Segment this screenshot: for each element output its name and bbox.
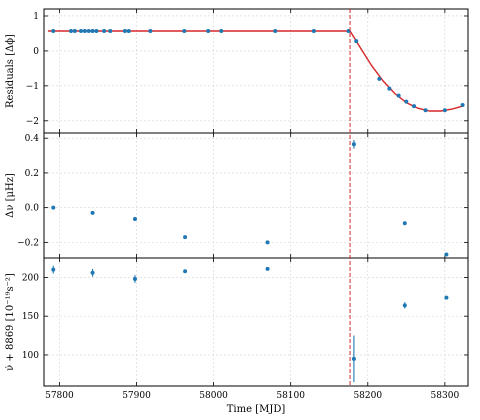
data-point: [183, 269, 188, 274]
data-point: [346, 29, 351, 34]
x-tick-label: 57800: [45, 391, 74, 401]
data-point: [311, 29, 316, 34]
y-tick-label: 0: [33, 47, 39, 57]
data-point: [132, 216, 137, 221]
model-curve: [47, 30, 463, 112]
x-axis-label: Time [MJD]: [227, 404, 286, 415]
data-point: [122, 29, 127, 34]
data-point: [102, 29, 107, 34]
data-point: [444, 295, 449, 300]
data-point: [442, 108, 447, 113]
data-point: [108, 29, 113, 34]
data-point: [94, 29, 99, 34]
data-point: [51, 29, 56, 34]
data-point: [182, 29, 187, 34]
y-tick-label: 1: [33, 12, 39, 22]
data-point: [387, 86, 392, 91]
data-point: [265, 266, 270, 271]
y-tick-label: −2: [26, 117, 39, 127]
data-point: [219, 29, 224, 34]
y-tick-label: 0.4: [25, 134, 40, 144]
data-point: [351, 142, 356, 147]
data-point: [68, 29, 73, 34]
y-tick-label: 0.0: [25, 204, 40, 214]
data-point: [126, 29, 131, 34]
data-point: [72, 29, 77, 34]
y-axis-label: Residuals [Δϕ]: [5, 34, 16, 108]
data-point: [460, 103, 465, 108]
y-tick-label: 100: [22, 351, 39, 361]
data-point: [51, 205, 56, 210]
y-axis-label: ν̇ + 8869 [10⁻¹⁹s⁻²]: [5, 273, 16, 371]
data-point: [90, 210, 95, 215]
y-axis-label: Δν [μHz]: [5, 173, 16, 218]
x-tick-label: 58200: [353, 391, 382, 401]
data-point: [423, 108, 428, 113]
data-point: [86, 29, 91, 34]
data-point: [444, 252, 449, 257]
x-tick-label: 58300: [431, 391, 460, 401]
data-point: [402, 221, 407, 226]
y-tick-label: 150: [22, 312, 39, 322]
data-point: [82, 29, 87, 34]
data-point: [354, 39, 359, 44]
data-point: [404, 99, 409, 104]
data-point: [90, 270, 95, 275]
panel-frame: [43, 8, 469, 134]
data-point: [79, 29, 84, 34]
panel-frame: [43, 257, 469, 387]
x-tick-label: 58100: [276, 391, 305, 401]
data-point: [351, 356, 356, 361]
y-tick-label: −0.2: [17, 238, 39, 248]
data-point: [396, 93, 401, 98]
data-point: [206, 29, 211, 34]
y-tick-label: −1: [26, 82, 39, 92]
y-tick-label: 200: [22, 273, 39, 283]
panel-frame: [43, 132, 469, 259]
data-point: [265, 240, 270, 245]
data-point: [377, 76, 382, 81]
x-tick-label: 57900: [122, 391, 151, 401]
data-point: [402, 303, 407, 308]
data-point: [183, 235, 188, 240]
y-tick-label: 0.2: [25, 169, 39, 179]
data-point: [132, 276, 137, 281]
data-point: [273, 29, 278, 34]
data-point: [90, 29, 95, 34]
x-tick-label: 58000: [199, 391, 228, 401]
data-point: [51, 267, 56, 272]
data-point: [148, 29, 153, 34]
data-point: [412, 104, 417, 109]
